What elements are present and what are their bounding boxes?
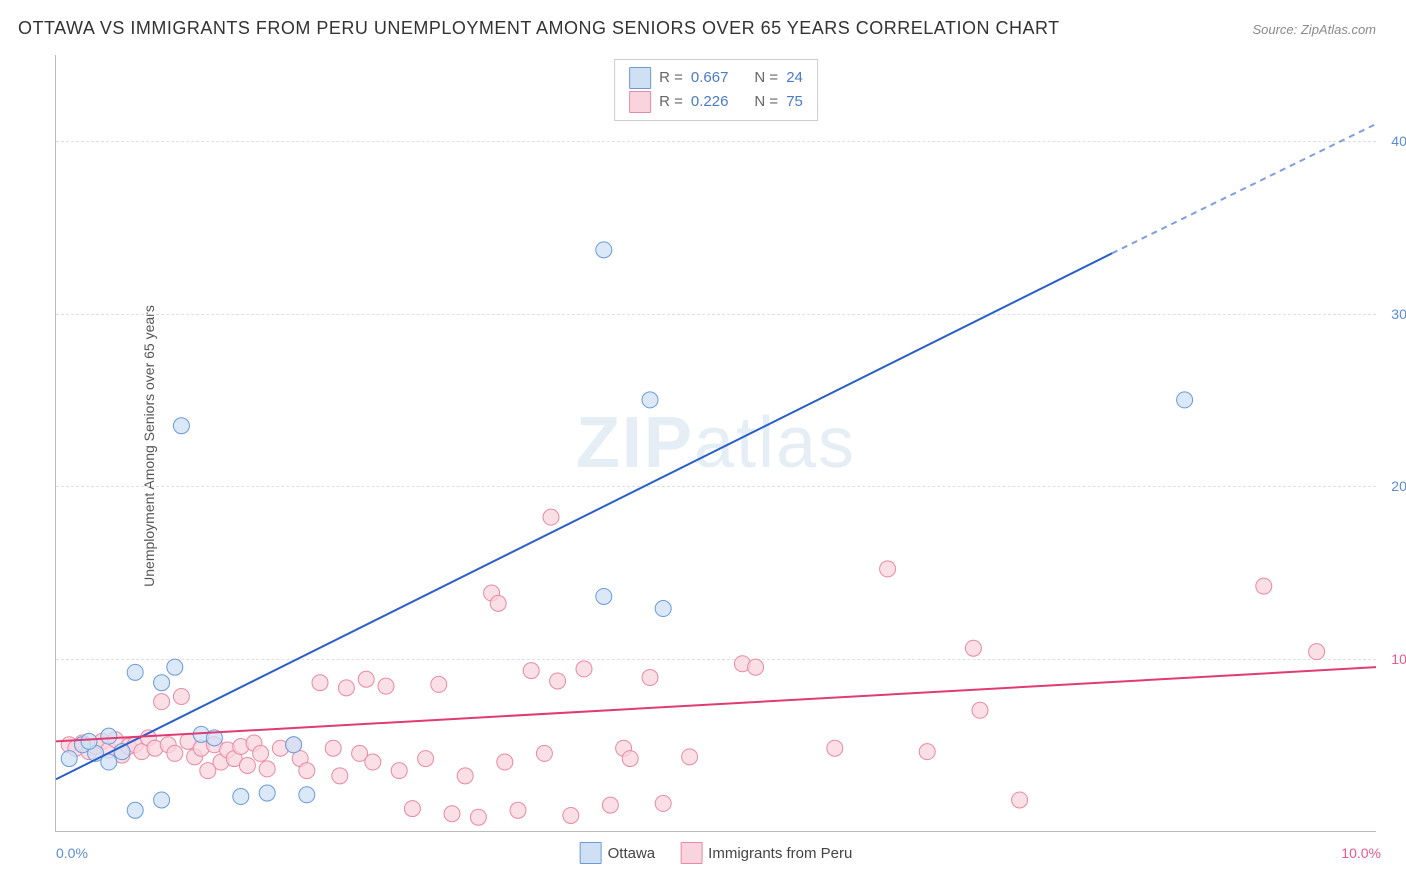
data-point [1309,644,1325,660]
chart-title: OTTAWA VS IMMIGRANTS FROM PERU UNEMPLOYM… [18,18,1060,39]
data-point [154,792,170,808]
data-point [622,751,638,767]
data-point [365,754,381,770]
trend-line [56,667,1376,741]
data-point [332,768,348,784]
stats-legend-row: R =0.226N =75 [629,90,803,114]
data-point [444,806,460,822]
data-point [154,675,170,691]
data-point [259,785,275,801]
data-point [325,740,341,756]
data-point [642,670,658,686]
data-point [127,802,143,818]
series-legend: Ottawa Immigrants from Peru [580,842,853,864]
source-credit: Source: ZipAtlas.com [1252,22,1376,37]
data-point [358,671,374,687]
data-point [1177,392,1193,408]
data-point [299,787,315,803]
data-point [596,588,612,604]
y-tick-label: 30.0% [1381,306,1406,322]
x-tick-min: 0.0% [56,845,88,861]
trend-line [56,253,1112,779]
data-point [470,809,486,825]
data-point [391,763,407,779]
data-point [497,754,513,770]
data-point [1256,578,1272,594]
data-point [338,680,354,696]
x-tick-max: 10.0% [1341,845,1381,861]
data-point [127,664,143,680]
data-point [61,751,77,767]
data-point [312,675,328,691]
data-point [880,561,896,577]
data-point [550,673,566,689]
legend-swatch [629,91,651,113]
data-point [259,761,275,777]
legend-swatch [680,842,702,864]
data-point [596,242,612,258]
data-point [972,702,988,718]
data-point [167,659,183,675]
data-point [81,733,97,749]
y-tick-label: 40.0% [1381,133,1406,149]
data-point [418,751,434,767]
data-point [602,797,618,813]
data-point [101,728,117,744]
data-point [239,757,255,773]
data-point [286,737,302,753]
series-legend-label: Immigrants from Peru [708,845,852,862]
data-point [457,768,473,784]
data-point [523,663,539,679]
data-point [563,807,579,823]
data-point [827,740,843,756]
data-point [1012,792,1028,808]
data-point [655,601,671,617]
data-point [167,745,183,761]
data-point [655,795,671,811]
series-legend-label: Ottawa [608,845,656,862]
data-point [154,694,170,710]
data-point [378,678,394,694]
data-point [576,661,592,677]
data-point [642,392,658,408]
trend-line-extrapolated [1112,124,1376,253]
data-point [965,640,981,656]
scatter-svg [56,55,1376,831]
data-point [543,509,559,525]
data-point [173,688,189,704]
series-legend-item: Ottawa [580,842,656,864]
legend-swatch [580,842,602,864]
y-tick-label: 10.0% [1381,651,1406,667]
data-point [299,763,315,779]
data-point [490,595,506,611]
legend-swatch [629,67,651,89]
chart-plot-area: ZIPatlas 10.0%20.0%30.0%40.0% R =0.667N … [55,55,1376,832]
y-tick-label: 20.0% [1381,478,1406,494]
data-point [682,749,698,765]
data-point [233,789,249,805]
data-point [510,802,526,818]
data-point [404,801,420,817]
stats-legend-row: R =0.667N =24 [629,66,803,90]
data-point [748,659,764,675]
data-point [431,676,447,692]
data-point [536,745,552,761]
series-legend-item: Immigrants from Peru [680,842,852,864]
stats-legend: R =0.667N =24R =0.226N =75 [614,59,818,121]
data-point [253,745,269,761]
data-point [173,418,189,434]
data-point [919,744,935,760]
